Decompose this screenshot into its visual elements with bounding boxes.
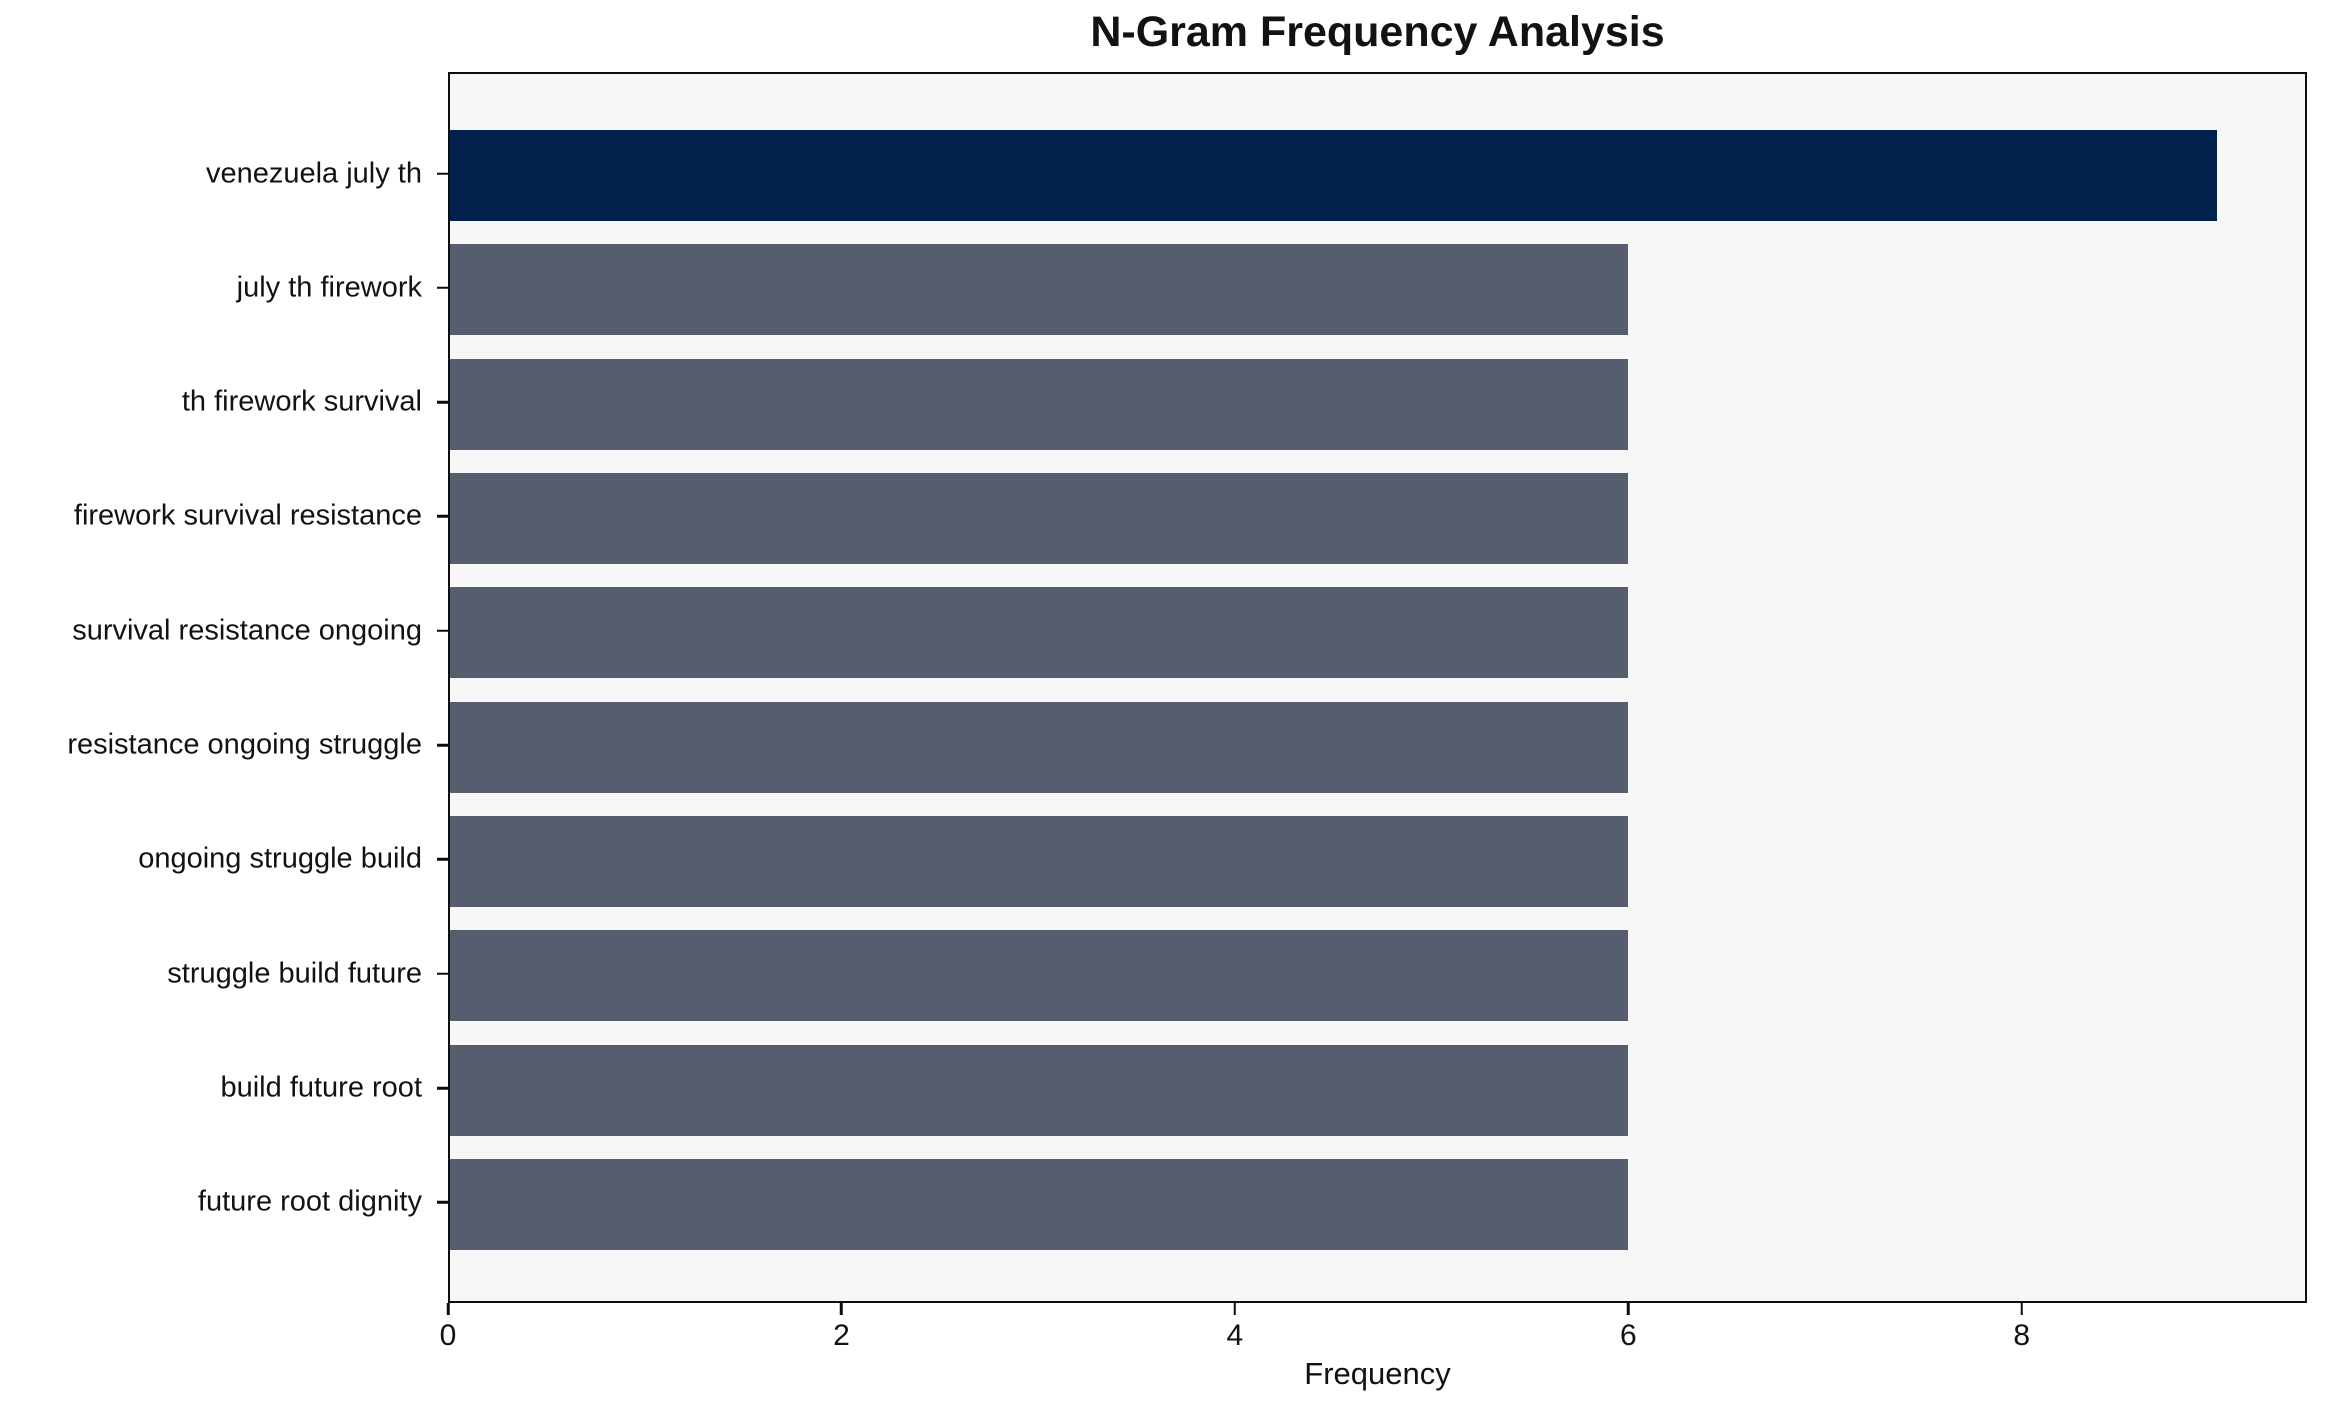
x-tick-mark	[1233, 1303, 1237, 1315]
x-tick-label: 8	[2013, 1319, 2031, 1352]
x-tick-mark	[1627, 1303, 1630, 1315]
bar-resistance-ongoing-struggle	[450, 701, 1628, 793]
plot-area	[448, 72, 2307, 1303]
y-tick-mark	[437, 400, 448, 404]
bar-survival-resistance-ongoing	[450, 587, 1628, 679]
y-tick-label: future root dignity	[197, 1185, 422, 1218]
x-tick-mark	[840, 1303, 843, 1315]
bar-july-th-firework	[450, 244, 1628, 336]
y-tick-label: firework survival resistance	[73, 499, 422, 532]
y-tick-mark	[437, 286, 448, 290]
bar-ongoing-struggle-build	[450, 815, 1628, 907]
x-axis: 0 2 4 6 8	[440, 1303, 2307, 1413]
y-tick-mark	[437, 858, 448, 861]
bar-struggle-build-future	[450, 930, 1628, 1022]
y-tick-mark	[437, 743, 448, 747]
y-tick-label: resistance ongoing struggle	[67, 728, 422, 761]
y-tick-mark	[437, 972, 448, 976]
bar-th-firework-survival	[450, 358, 1628, 450]
y-axis: venezuela july th july th firework th fire…	[0, 72, 448, 1303]
bar-build-future-root	[450, 1044, 1628, 1136]
y-tick-label: th firework survival	[181, 385, 422, 418]
chart-title: N-Gram Frequency Analysis	[1090, 8, 1665, 56]
bar-future-root-dignity	[450, 1158, 1628, 1250]
x-axis-title: Frequency	[1304, 1356, 1451, 1391]
y-tick-label: venezuela july th	[205, 157, 422, 189]
x-tick-label: 2	[833, 1319, 850, 1352]
y-tick-mark	[437, 1086, 448, 1090]
y-tick-mark	[437, 515, 448, 518]
x-tick-label: 0	[439, 1319, 457, 1352]
x-tick-label: 4	[1226, 1319, 1244, 1352]
y-tick-mark	[437, 629, 448, 633]
y-tick-label: survival resistance ongoing	[72, 614, 422, 647]
x-tick-label: 6	[1619, 1319, 1637, 1352]
y-tick-label: struggle build future	[167, 957, 422, 990]
y-tick-mark	[437, 1201, 448, 1204]
y-tick-label: july th firework	[236, 271, 422, 304]
x-tick-mark	[446, 1303, 450, 1315]
y-tick-mark	[437, 172, 448, 175]
y-tick-label: ongoing struggle build	[138, 842, 422, 875]
bar-venezuela-july-th	[450, 130, 2217, 221]
x-tick-mark	[2020, 1303, 2023, 1315]
bar-firework-survival-resistance	[450, 472, 1628, 564]
y-tick-label: build future root	[220, 1071, 422, 1104]
